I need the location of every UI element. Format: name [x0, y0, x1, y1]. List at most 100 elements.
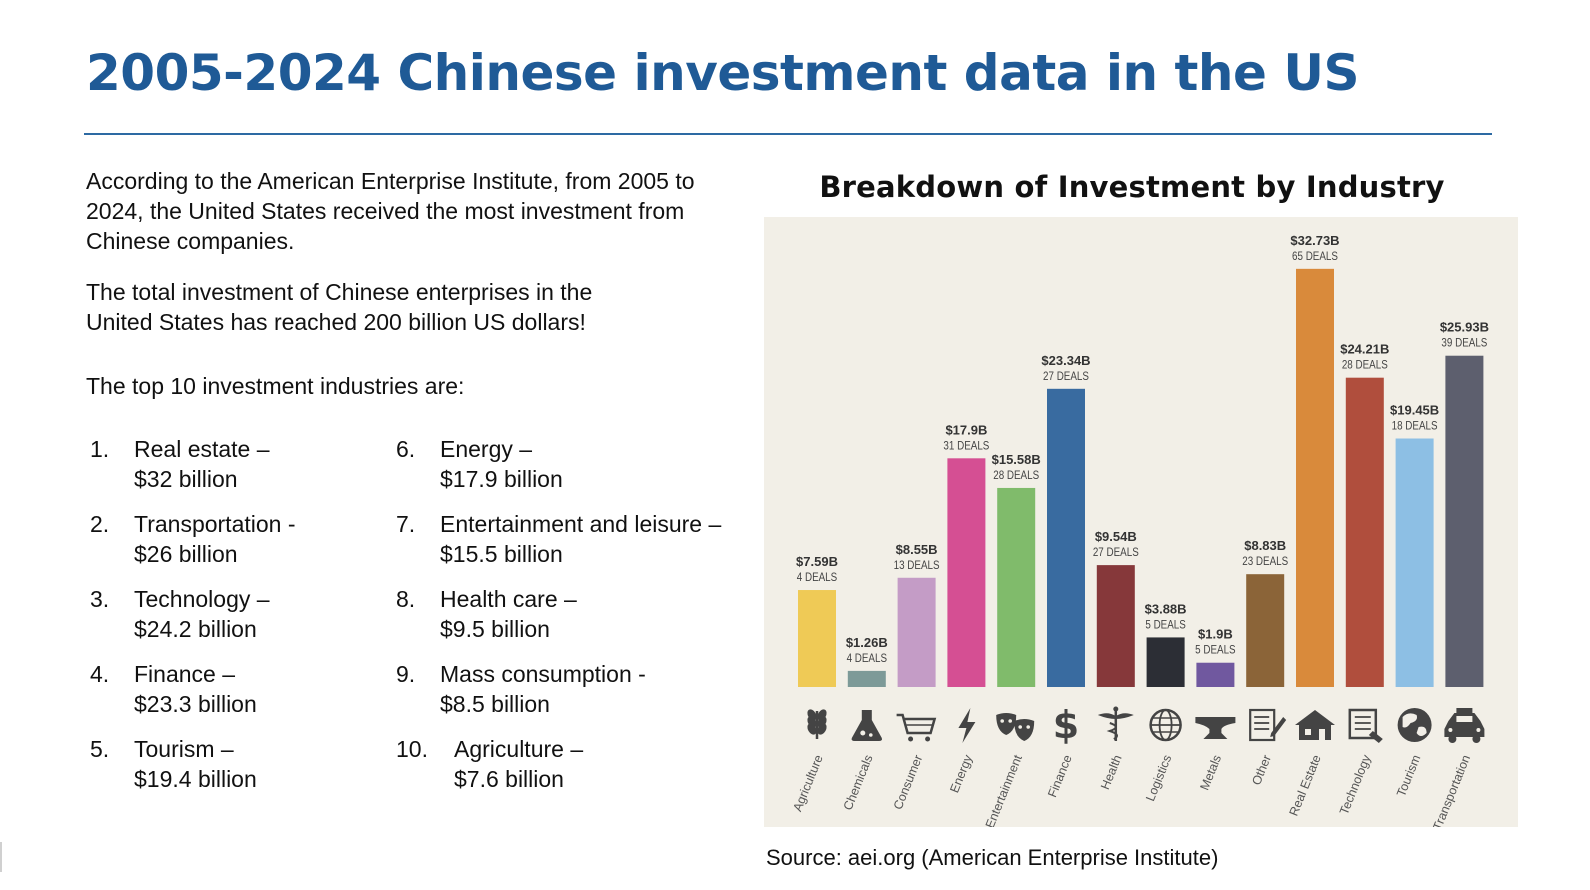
- caduceus-icon: [1097, 706, 1134, 741]
- svg-text:$: $: [1053, 703, 1079, 747]
- bar-chart: $7.59B 4 DEALS Agriculture $1.26B 4 DEALS Che…: [790, 233, 1489, 827]
- value-label-finance: $23.34B: [1041, 353, 1090, 368]
- value-label-real-estate: $32.73B: [1290, 233, 1339, 248]
- list-item: 3. Technology – $24.2 billion: [90, 584, 380, 659]
- list-item-value: $15.5 billion: [440, 541, 563, 567]
- top-industries-list-right: 6. Energy – $17.9 billion 7. Entertainme…: [396, 434, 756, 809]
- bar-transportation: [1445, 355, 1484, 687]
- bar-agriculture: [798, 590, 836, 687]
- globe-network-icon: [1149, 708, 1182, 742]
- category-label-chemicals: Chemicals: [841, 753, 876, 812]
- category-label-finance: Finance: [1045, 753, 1075, 800]
- list-item-label: Entertainment and leisure –: [440, 511, 722, 537]
- list-item: 10. Agriculture – $7.6 billion: [396, 734, 756, 809]
- category-label-health: Health: [1098, 753, 1125, 792]
- top-industries-list-left: 1. Real estate – $32 billion 2. Transpor…: [90, 434, 380, 809]
- list-item-value: $17.9 billion: [440, 466, 563, 492]
- list-item-label: Mass consumption -: [440, 661, 646, 687]
- list-item-number: 8.: [396, 586, 416, 612]
- list-item-value: $32 billion: [134, 466, 238, 492]
- globe-icon: [1397, 708, 1432, 742]
- list-item: 4. Finance – $23.3 billion: [90, 659, 380, 734]
- deal-label-logistics: 5 DEALS: [1145, 619, 1185, 632]
- wheat-icon: [807, 709, 827, 739]
- list-item: 1. Real estate – $32 billion: [90, 434, 380, 509]
- top-industries-heading: The top 10 investment industries are:: [86, 373, 465, 399]
- list-item: 8. Health care – $9.5 billion: [396, 584, 756, 659]
- value-label-health: $9.54B: [1095, 529, 1137, 544]
- bar-consumer: [897, 577, 936, 687]
- theater-masks-icon: [996, 713, 1035, 741]
- list-item-value: $8.5 billion: [440, 691, 550, 717]
- deal-label-tourism: 18 DEALS: [1392, 420, 1438, 433]
- list-item-value: $7.6 billion: [454, 766, 564, 792]
- list-item-label: Technology –: [134, 586, 270, 612]
- deal-label-technology: 28 DEALS: [1342, 359, 1388, 372]
- source-note: Source: aei.org (American Enterprise Ins…: [766, 845, 1219, 870]
- list-item-value: $19.4 billion: [134, 766, 257, 792]
- value-label-chemicals: $1.26B: [846, 635, 888, 650]
- category-label-tourism: Tourism: [1394, 753, 1423, 799]
- list-item-number: 4.: [90, 661, 110, 687]
- list-item-number: 7.: [396, 511, 416, 537]
- list-item: 7. Entertainment and leisure – $15.5 bil…: [396, 509, 756, 584]
- intro-paragraph: According to the American Enterprise Ins…: [86, 168, 695, 254]
- list-item-number: 6.: [396, 436, 416, 462]
- document-edit-icon: [1249, 708, 1287, 742]
- category-label-metals: Metals: [1197, 753, 1224, 792]
- value-label-energy: $17.9B: [945, 422, 987, 437]
- value-label-agriculture: $7.59B: [796, 554, 838, 569]
- list-item-label: Finance –: [134, 661, 236, 687]
- chart-title: Breakdown of Investment by Industry: [819, 170, 1445, 204]
- value-label-transportation: $25.93B: [1440, 320, 1489, 335]
- list-item-number: 10.: [396, 736, 428, 762]
- category-label-consumer: Consumer: [891, 753, 926, 812]
- value-label-tourism: $19.45B: [1390, 403, 1439, 418]
- edge-marker: [0, 842, 2, 872]
- list-item: 5. Tourism – $19.4 billion: [90, 734, 380, 809]
- value-label-logistics: $3.88B: [1145, 601, 1187, 616]
- list-item-label: Transportation -: [134, 511, 296, 537]
- house-icon: [1295, 710, 1335, 740]
- deal-label-real-estate: 65 DEALS: [1292, 250, 1338, 263]
- bar-chemicals: [847, 670, 886, 687]
- list-item-number: 5.: [90, 736, 110, 762]
- category-label-other: Other: [1249, 753, 1274, 787]
- tablet-pen-icon: [1348, 708, 1383, 743]
- category-label-entertainment: Entertainment: [983, 752, 1025, 827]
- car-icon: [1444, 708, 1485, 743]
- list-item-number: 2.: [90, 511, 110, 537]
- deal-label-metals: 5 DEALS: [1195, 644, 1235, 657]
- list-item-number: 1.: [90, 436, 110, 462]
- category-label-technology: Technology: [1337, 752, 1374, 817]
- category-label-transportation: Transportation: [1430, 753, 1473, 827]
- title-divider: [84, 133, 1492, 135]
- list-item-label: Tourism –: [134, 736, 234, 762]
- deal-label-consumer: 13 DEALS: [894, 559, 940, 572]
- shopping-cart-icon: [896, 713, 937, 742]
- deal-label-finance: 27 DEALS: [1043, 370, 1089, 383]
- deal-label-other: 23 DEALS: [1242, 555, 1288, 568]
- list-item-label: Health care –: [440, 586, 577, 612]
- bar-metals: [1196, 662, 1235, 687]
- list-item-number: 3.: [90, 586, 110, 612]
- value-label-consumer: $8.55B: [896, 542, 938, 557]
- bar-entertainment: [997, 487, 1036, 687]
- bar-health: [1096, 565, 1135, 687]
- page-title: 2005-2024 Chinese investment data in the…: [86, 44, 1359, 102]
- category-label-logistics: Logistics: [1143, 753, 1174, 803]
- anvil-icon: [1195, 717, 1236, 739]
- category-label-real-estate: Real Estate: [1287, 753, 1324, 818]
- value-label-other: $8.83B: [1244, 538, 1286, 553]
- dollar-icon: $: [1053, 703, 1079, 747]
- list-item-value: $9.5 billion: [440, 616, 550, 642]
- value-label-metals: $1.9B: [1198, 627, 1233, 642]
- bar-other: [1246, 574, 1285, 687]
- list-item-value: $24.2 billion: [134, 616, 257, 642]
- deal-label-entertainment: 28 DEALS: [993, 469, 1039, 482]
- deal-label-chemicals: 4 DEALS: [847, 652, 887, 665]
- list-item-number: 9.: [396, 661, 416, 687]
- category-label-agriculture: Agriculture: [790, 753, 825, 814]
- bar-tourism: [1395, 438, 1434, 687]
- lightning-icon: [958, 708, 976, 743]
